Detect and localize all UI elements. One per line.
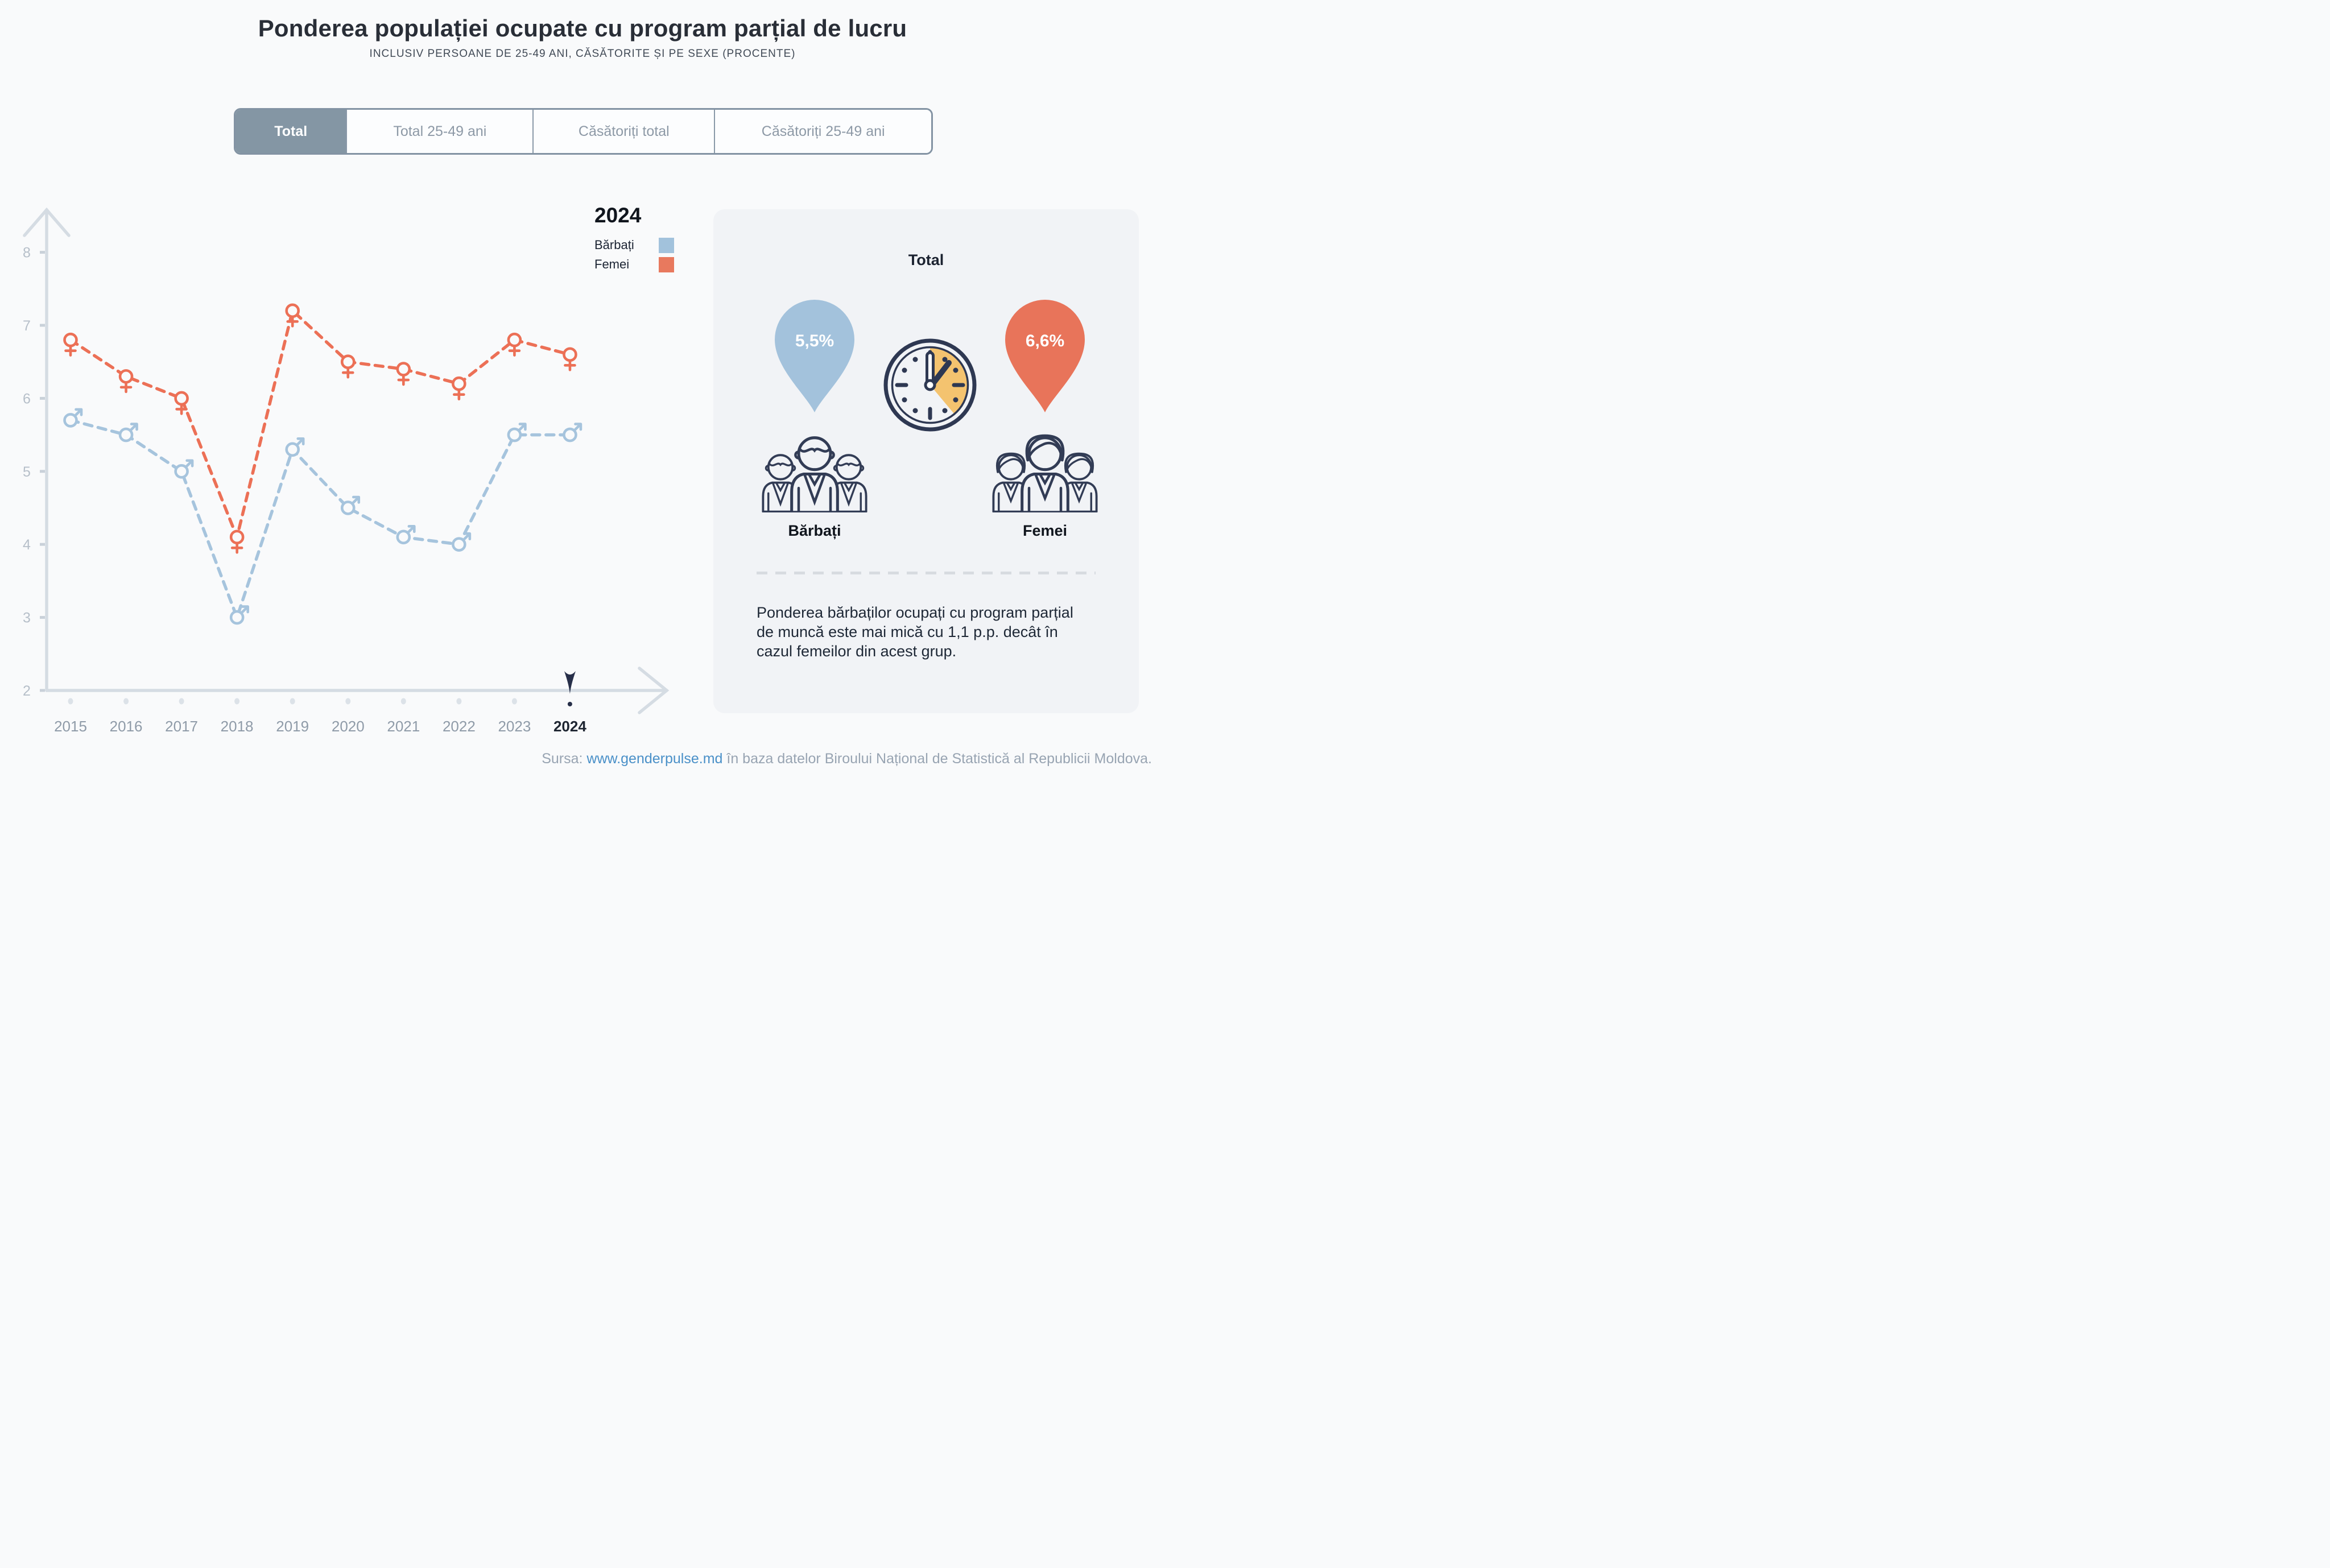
legend-swatch-women [659, 256, 674, 272]
legend-row-men: Bărbați [594, 235, 674, 255]
male-marker [563, 423, 582, 442]
male-marker [396, 525, 416, 545]
male-marker [118, 423, 138, 442]
men-value: 5,5% [795, 332, 834, 350]
legend-row-women: Femei [594, 255, 674, 274]
svg-text:7: 7 [23, 318, 31, 334]
female-marker [396, 362, 411, 386]
series-line-femei [69, 308, 572, 543]
source-link[interactable]: www.genderpulse.md [586, 751, 723, 767]
svg-text:2: 2 [23, 683, 31, 699]
summary-panel: Total 5,5% 6,6% [713, 209, 1139, 713]
svg-text:6: 6 [23, 391, 31, 407]
y-axis-labels: 8 7 6 5 4 3 2 [23, 245, 45, 699]
page-subtitle: INCLUSIV PERSOANE DE 25-49 ANI, CĂSĂTORI… [369, 48, 796, 60]
svg-text:2018: 2018 [221, 718, 254, 735]
svg-text:8: 8 [23, 245, 31, 261]
legend-year: 2024 [594, 204, 642, 227]
svg-text:3: 3 [23, 610, 31, 626]
category-tabs: Total Total 25-49 ani Căsătoriți total C… [234, 108, 933, 155]
legend-label-women: Femei [594, 257, 630, 271]
female-marker [340, 354, 356, 379]
male-marker [174, 459, 194, 479]
svg-text:2016: 2016 [110, 718, 143, 735]
svg-text:4: 4 [23, 537, 31, 553]
pin-shape-women [1005, 300, 1085, 412]
female-marker [452, 376, 466, 401]
female-marker [507, 332, 522, 357]
x-axis-labels: 2015 2016 2017 2018 2019 2020 2021 2022 2023 2024 [54, 671, 586, 735]
men-value-pin-icon: 5,5% [775, 300, 854, 412]
panel-heading: Total [908, 251, 944, 268]
female-marker [285, 303, 300, 328]
svg-text:2021: 2021 [387, 718, 420, 735]
men-group-icon [762, 430, 867, 512]
male-marker [340, 495, 361, 515]
women-value: 6,6% [1026, 332, 1064, 350]
svg-text:2024: 2024 [553, 718, 586, 735]
women-value-pin-icon: 6,6% [1005, 300, 1085, 412]
male-marker [285, 437, 305, 457]
svg-text:5: 5 [23, 464, 31, 480]
legend-label-men: Bărbați [594, 238, 634, 252]
female-marker [174, 391, 189, 415]
legend-swatch-men [659, 237, 674, 253]
male-marker [452, 532, 472, 552]
svg-text:2020: 2020 [332, 718, 365, 735]
dashed-divider [757, 572, 1096, 574]
women-group-icon [992, 430, 1098, 512]
current-year-pin-icon [564, 671, 576, 694]
svg-text:2023: 2023 [498, 718, 531, 735]
clock-icon [883, 338, 977, 432]
source-line: Sursa: www.genderpulse.md în baza datelo… [542, 751, 1152, 767]
source-prefix: Sursa: [542, 751, 587, 767]
tab-total[interactable]: Total [236, 110, 346, 153]
tab-total-25-49[interactable]: Total 25-49 ani [346, 110, 533, 153]
series-line-bărbați [69, 419, 572, 622]
male-marker [63, 408, 83, 428]
tab-casatoriti-25-49[interactable]: Căsătoriți 25-49 ani [714, 110, 931, 153]
pin-shape-men [775, 300, 854, 412]
svg-text:2017: 2017 [165, 718, 198, 735]
page-title: Ponderea populației ocupate cu program p… [258, 15, 907, 42]
axes [23, 207, 670, 714]
male-marker [507, 423, 527, 442]
tab-casatoriti-total[interactable]: Căsătoriți total [532, 110, 714, 153]
page: Ponderea populației ocupate cu program p… [0, 0, 1165, 784]
male-marker [229, 605, 249, 625]
chart-legend: 2024 Bărbați Femei [594, 204, 674, 274]
svg-text:2022: 2022 [443, 718, 476, 735]
female-marker [63, 332, 78, 357]
svg-text:2015: 2015 [54, 718, 87, 735]
female-marker [229, 529, 245, 554]
panel-note: Ponderea bărbaților ocupați cu program p… [757, 604, 1073, 660]
female-marker [563, 347, 577, 371]
men-group-label: Bărbați [788, 522, 841, 539]
female-marker [118, 369, 134, 394]
women-group-label: Femei [1022, 522, 1068, 539]
source-suffix: în baza datelor Biroului Național de Sta… [722, 751, 1152, 767]
svg-text:2019: 2019 [276, 718, 309, 735]
